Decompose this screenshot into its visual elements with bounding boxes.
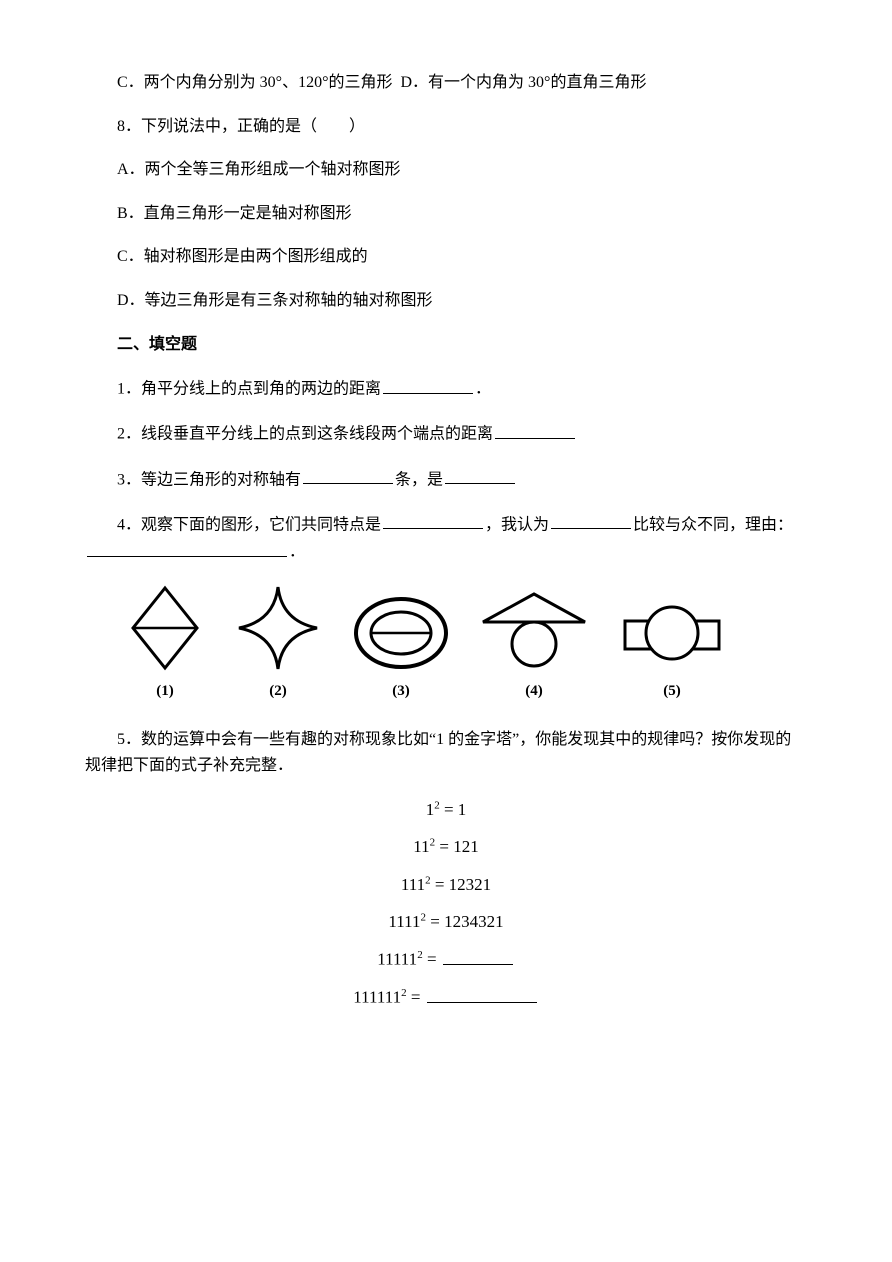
oval-icon [351, 593, 451, 673]
rhombus-icon [125, 583, 205, 673]
q8-stem: 8．下列说法中，正确的是（ ） [85, 114, 807, 140]
math-line-3: 1112 = 12321 [85, 871, 807, 898]
shape-4-label: (4) [525, 679, 543, 703]
q8-option-c: C．轴对称图形是由两个图形组成的 [85, 244, 807, 270]
math-base: 11111 [377, 950, 417, 969]
section2-title: 二、填空题 [85, 332, 807, 358]
fill-q4-text-a: 4．观察下面的图形，它们共同特点是 [117, 516, 381, 533]
fill-q1-text-a: 1．角平分线上的点到角的两边的距离 [117, 381, 381, 398]
star-icon [233, 583, 323, 673]
math-eq: = [407, 988, 425, 1007]
math-eq: = 1 [440, 800, 467, 819]
blank[interactable] [303, 466, 393, 485]
math-line-4: 11112 = 1234321 [85, 908, 807, 935]
fill-q5: 5．数的运算中会有一些有趣的对称现象比如“1 的金字塔”，你能发现其中的规律吗？… [85, 727, 807, 778]
fill-q4-text-d: ． [289, 544, 305, 561]
math-line-1: 12 = 1 [85, 796, 807, 823]
blank[interactable] [383, 375, 473, 394]
fill-q3-text-b: 条，是 [395, 471, 443, 488]
fill-q2-text-a: 2．线段垂直平分线上的点到这条线段两个端点的距离 [117, 426, 493, 443]
rect-circle-icon [617, 593, 727, 673]
q8-option-d: D．等边三角形是有三条对称轴的轴对称图形 [85, 288, 807, 314]
fill-q3-text-a: 3．等边三角形的对称轴有 [117, 471, 301, 488]
math-base: 111 [401, 875, 425, 894]
shape-4: (4) [479, 588, 589, 703]
fill-q3: 3．等边三角形的对称轴有 条，是 [85, 466, 807, 493]
fill-q1: 1．角平分线上的点到角的两边的距离 ． [85, 375, 807, 402]
shape-5: (5) [617, 593, 727, 703]
math-line-5: 111112 = [85, 945, 807, 973]
math-eq: = [423, 950, 441, 969]
blank[interactable] [443, 945, 513, 965]
q7-option-d: D．有一个内角为 30°的直角三角形 [400, 74, 646, 91]
q8-option-b: B．直角三角形一定是轴对称图形 [85, 201, 807, 227]
math-eq: = 121 [435, 837, 479, 856]
shape-5-label: (5) [663, 679, 681, 703]
q7-options-cd: C．两个内角分别为 30°、120°的三角形 D．有一个内角为 30°的直角三角… [85, 70, 807, 96]
shape-1: (1) [125, 583, 205, 703]
shape-3: (3) [351, 593, 451, 703]
shape-3-label: (3) [392, 679, 410, 703]
blank[interactable] [445, 466, 515, 485]
q8-option-a: A．两个全等三角形组成一个轴对称图形 [85, 157, 807, 183]
fill-q4-text-c: 比较与众不同，理由： [633, 516, 793, 533]
blank[interactable] [383, 511, 483, 530]
blank[interactable] [495, 420, 575, 439]
blank[interactable] [551, 511, 631, 530]
math-base: 11 [413, 837, 429, 856]
fill-q1-text-b: ． [475, 381, 491, 398]
math-line-2: 112 = 121 [85, 833, 807, 860]
roof-circle-icon [479, 588, 589, 673]
math-eq: = 1234321 [426, 912, 504, 931]
shape-1-label: (1) [156, 679, 174, 703]
math-eq: = 12321 [431, 875, 492, 894]
shapes-row: (1) (2) (3) (4) (5) [125, 583, 807, 703]
q7-option-c: C．两个内角分别为 30°、120°的三角形 [117, 74, 392, 91]
shape-2: (2) [233, 583, 323, 703]
math-base: 1 [426, 800, 435, 819]
math-base: 1111 [388, 912, 420, 931]
shape-2-label: (2) [269, 679, 287, 703]
blank[interactable] [87, 538, 287, 557]
blank[interactable] [427, 983, 537, 1003]
fill-q2: 2．线段垂直平分线上的点到这条线段两个端点的距离 [85, 420, 807, 447]
math-base: 111111 [353, 988, 401, 1007]
fill-q4-text-b: ，我认为 [485, 516, 549, 533]
fill-q4: 4．观察下面的图形，它们共同特点是 ，我认为 比较与众不同，理由： ． [85, 511, 807, 565]
math-line-6: 1111112 = [85, 983, 807, 1011]
